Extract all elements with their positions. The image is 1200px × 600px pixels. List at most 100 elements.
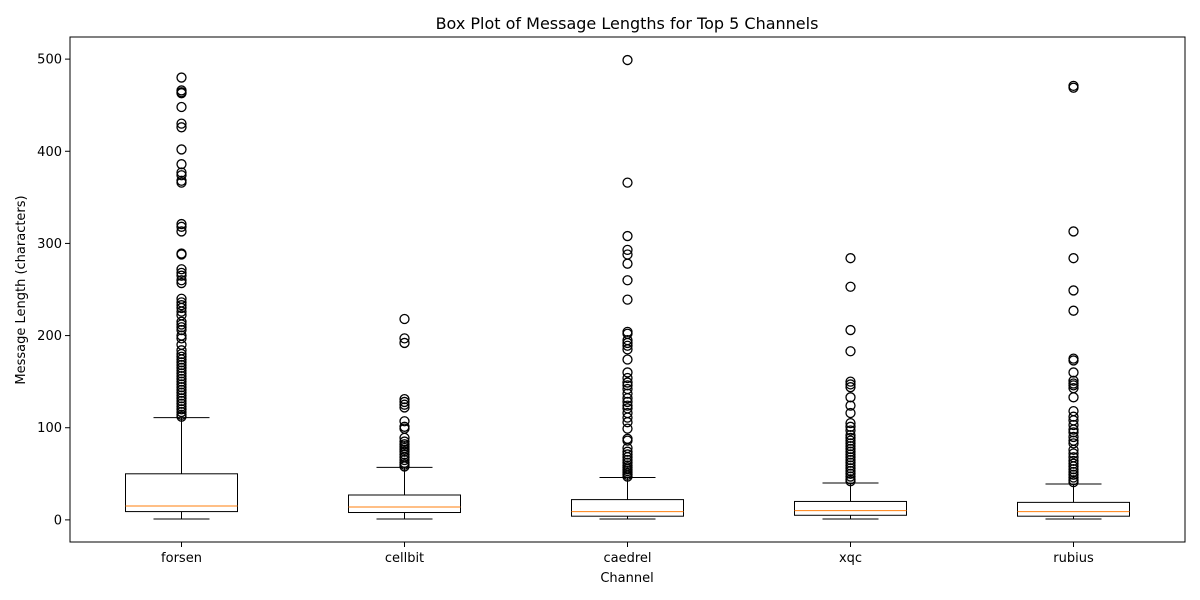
outlier-point (845, 253, 856, 264)
outlier-point (622, 452, 633, 463)
plot-area (125, 54, 1130, 520)
outlier-point (176, 170, 187, 181)
outlier-point (845, 379, 856, 390)
outlier-point (399, 396, 410, 408)
y-tick-label: 300 (37, 237, 62, 252)
outlier-point (1068, 466, 1079, 478)
box-group-cellbit (348, 313, 461, 520)
outlier-point (1068, 448, 1079, 459)
outlier-point (176, 390, 187, 401)
outlier-point (622, 258, 633, 269)
outlier-point (176, 316, 187, 327)
outlier-point (1068, 444, 1079, 455)
outlier-point (1068, 82, 1079, 93)
outlier-point (176, 354, 187, 365)
outlier-point (622, 449, 633, 460)
outlier-point (399, 436, 410, 447)
outlier-point (176, 177, 187, 188)
outlier-point (176, 324, 187, 336)
outlier-point (176, 264, 187, 275)
outlier-point (845, 460, 856, 471)
outlier-point (1068, 461, 1079, 472)
outlier-point (1068, 472, 1079, 483)
outlier-point (845, 476, 856, 487)
outlier-point (1068, 427, 1079, 438)
outlier-point (622, 230, 633, 242)
outlier-point (845, 432, 856, 444)
outlier-point (1068, 367, 1079, 378)
outlier-point (622, 275, 633, 286)
outlier-point (1068, 305, 1079, 316)
outlier-point (845, 443, 856, 455)
outlier-point (845, 417, 856, 429)
outlier-point (845, 435, 856, 446)
outlier-point (1068, 375, 1079, 386)
outlier-point (176, 351, 187, 362)
outlier-point (622, 372, 633, 384)
outlier-point (622, 457, 633, 468)
outlier-point (1068, 455, 1079, 467)
outlier-point (399, 313, 410, 325)
outlier-point (399, 449, 410, 460)
x-tick-label: caedrel (603, 551, 651, 566)
outlier-point (845, 407, 856, 419)
outlier-point (176, 122, 187, 133)
outlier-point (176, 348, 187, 360)
outlier-point (399, 337, 410, 349)
outlier-point (176, 368, 187, 379)
outlier-point (176, 159, 187, 170)
outlier-point (176, 101, 187, 113)
outlier-point (399, 432, 410, 444)
x-tick-label: forsen (161, 551, 202, 566)
outlier-point (1068, 392, 1079, 403)
outlier-point (622, 417, 633, 428)
y-tick-label: 200 (37, 329, 62, 344)
outlier-point (1068, 438, 1079, 449)
outlier-point (399, 454, 410, 466)
outlier-point (176, 401, 187, 412)
outlier-point (845, 449, 856, 460)
outlier-point (176, 357, 187, 368)
outlier-point (622, 446, 633, 457)
outlier-point (176, 221, 187, 232)
y-axis-label: Message Length (characters) (14, 195, 29, 384)
outlier-point (176, 411, 187, 422)
outlier-point (176, 319, 187, 330)
outlier-point (176, 267, 187, 279)
outlier-point (176, 406, 187, 418)
iqr-box (571, 499, 684, 517)
outlier-point (399, 399, 410, 410)
outlier-point (622, 294, 633, 305)
outlier-point (622, 393, 633, 404)
outlier-point (845, 441, 856, 452)
outlier-point (845, 446, 856, 457)
outlier-point (176, 249, 187, 260)
outlier-point (622, 388, 633, 399)
outlier-point (845, 463, 856, 474)
outlier-point (176, 167, 187, 178)
outlier-point (622, 54, 633, 66)
outlier-point (176, 376, 187, 387)
outlier-point (1068, 411, 1079, 422)
outlier-point (1068, 226, 1079, 237)
y-tick-label: 0 (54, 513, 62, 528)
outlier-point (176, 72, 187, 83)
outlier-point (622, 435, 633, 446)
outlier-point (845, 438, 856, 449)
outlier-point (622, 396, 633, 408)
outlier-point (845, 382, 856, 393)
outlier-point (176, 395, 187, 407)
outlier-point (845, 324, 856, 336)
outlier-point (1068, 424, 1079, 435)
outlier-point (845, 281, 856, 292)
outlier-point (845, 452, 856, 463)
outlier-point (176, 275, 187, 286)
outlier-point (845, 454, 856, 466)
outlier-point (399, 416, 410, 427)
iqr-box (348, 494, 461, 514)
outlier-point (1068, 355, 1079, 366)
outlier-point (845, 346, 856, 357)
outlier-point (176, 270, 187, 281)
outlier-point (399, 461, 410, 472)
y-axis: 0 100 200 300 400 500 (37, 53, 70, 528)
